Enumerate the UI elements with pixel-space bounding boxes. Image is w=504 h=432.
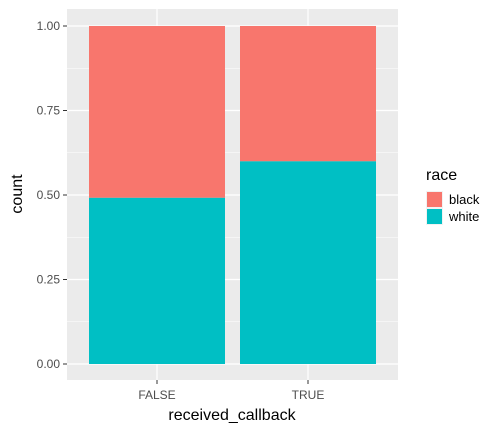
y-tick-label: 0.25 (37, 273, 61, 287)
bar-white-true (240, 161, 376, 364)
legend-items: black white (426, 191, 480, 225)
x-tick-label: TRUE (292, 388, 325, 402)
legend-swatch-black (427, 192, 442, 207)
y-tick-label: 0.00 (37, 357, 61, 371)
y-tick-label: 0.75 (37, 104, 61, 118)
x-axis-title: received_callback (168, 407, 296, 424)
legend: race black white (426, 167, 480, 225)
legend-label-black: black (449, 192, 480, 207)
bar-black-true (240, 26, 376, 161)
y-axis: 0.00 0.25 0.50 0.75 1.00 (37, 19, 67, 371)
bar-black-false (89, 26, 225, 198)
y-tick-label: 1.00 (37, 19, 61, 33)
bar-white-false (89, 198, 225, 364)
y-tick-label: 0.50 (37, 188, 61, 202)
y-axis-title: count (9, 174, 26, 214)
x-axis: FALSE TRUE (138, 380, 324, 402)
legend-title: race (426, 167, 457, 184)
legend-label-white: white (448, 209, 479, 224)
legend-swatch-white (427, 209, 442, 224)
x-tick-label: FALSE (138, 388, 175, 402)
